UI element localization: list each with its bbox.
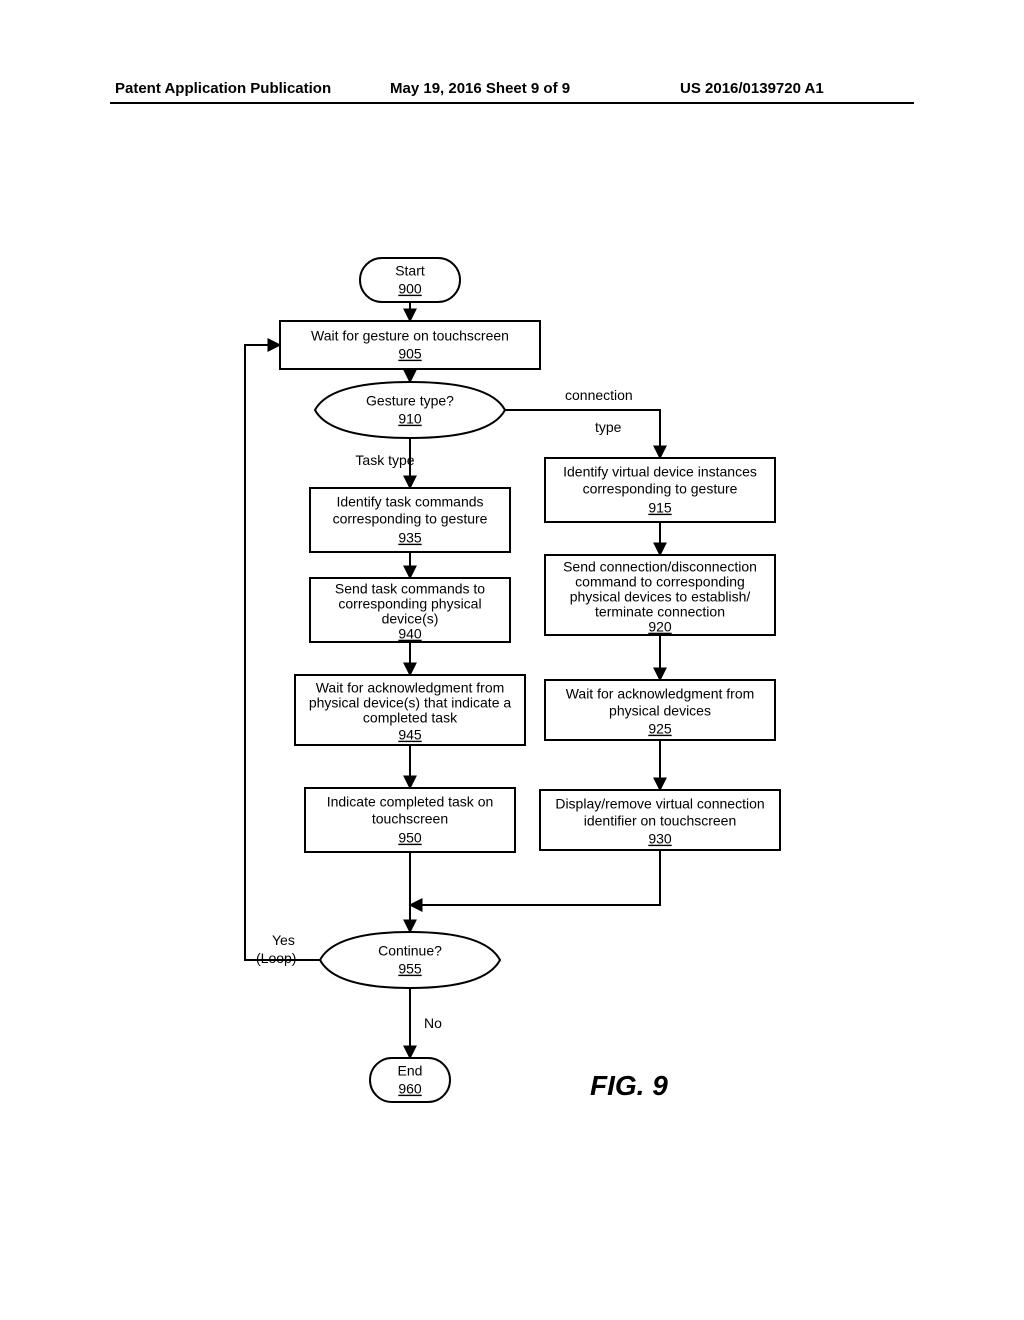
node-915-ref: 915 bbox=[648, 500, 672, 516]
node-940-ref: 940 bbox=[398, 626, 422, 642]
node-910-ref: 910 bbox=[398, 411, 422, 427]
node-925-l1: Wait for acknowledgment from bbox=[566, 686, 755, 702]
node-910-l1: Gesture type? bbox=[366, 393, 454, 409]
node-920-ref: 920 bbox=[648, 619, 672, 635]
edge-label-task-type: Task type bbox=[355, 452, 414, 468]
node-945-l1: Wait for acknowledgment from bbox=[316, 680, 505, 696]
node-915-l1: Identify virtual device instances bbox=[563, 464, 757, 480]
node-930-ref: 930 bbox=[648, 831, 672, 847]
node-940-l3: device(s) bbox=[382, 611, 439, 627]
patent-page: Patent Application Publication May 19, 2… bbox=[0, 0, 1024, 1320]
node-955-l1: Continue? bbox=[378, 943, 442, 959]
node-955-ref: 955 bbox=[398, 961, 422, 977]
node-930-l1: Display/remove virtual connection bbox=[555, 796, 764, 812]
edge-930-to-continue bbox=[410, 850, 660, 905]
node-925-ref: 925 bbox=[648, 721, 672, 737]
node-915-l2: corresponding to gesture bbox=[583, 481, 738, 497]
node-945-l3: completed task bbox=[363, 710, 458, 726]
header-left: Patent Application Publication bbox=[115, 80, 331, 97]
node-950-l1: Indicate completed task on bbox=[327, 794, 494, 810]
node-end-label: End bbox=[398, 1063, 423, 1079]
node-start-ref: 900 bbox=[398, 281, 422, 297]
header-rule bbox=[110, 102, 914, 104]
node-940-l2: corresponding physical bbox=[338, 596, 481, 612]
node-920-l1: Send connection/disconnection bbox=[563, 559, 757, 575]
edge-label-no: No bbox=[424, 1015, 442, 1031]
node-920-l3: physical devices to establish/ bbox=[570, 589, 751, 605]
header-center: May 19, 2016 Sheet 9 of 9 bbox=[390, 80, 570, 97]
header-right: US 2016/0139720 A1 bbox=[680, 80, 824, 97]
node-end-ref: 960 bbox=[398, 1081, 422, 1097]
node-935-l2: corresponding to gesture bbox=[333, 511, 488, 527]
node-930-l2: identifier on touchscreen bbox=[584, 813, 737, 829]
node-905-ref: 905 bbox=[398, 346, 422, 362]
node-920-l2: command to corresponding bbox=[575, 574, 745, 590]
edge-type-to-conn bbox=[505, 410, 660, 458]
node-935-ref: 935 bbox=[398, 530, 422, 546]
node-950-ref: 950 bbox=[398, 830, 422, 846]
node-945-l2: physical device(s) that indicate a bbox=[309, 695, 512, 711]
node-940-l1: Send task commands to bbox=[335, 581, 485, 597]
edge-label-conn-1: connection bbox=[565, 387, 633, 403]
node-950-l2: touchscreen bbox=[372, 811, 448, 827]
node-920-l4: terminate connection bbox=[595, 604, 725, 620]
figure-label: FIG. 9 bbox=[590, 1070, 668, 1102]
node-905-l1: Wait for gesture on touchscreen bbox=[311, 328, 509, 344]
node-start-label: Start bbox=[395, 263, 425, 279]
node-935-l1: Identify task commands bbox=[336, 494, 483, 510]
edge-label-yes: Yes bbox=[272, 932, 295, 948]
node-945-ref: 945 bbox=[398, 727, 422, 743]
edge-label-conn-2: type bbox=[595, 419, 622, 435]
node-925-l2: physical devices bbox=[609, 703, 711, 719]
edge-continue-yes-loop bbox=[245, 345, 320, 960]
flowchart-figure: Task type connection type No Yes (Loop) … bbox=[0, 160, 1024, 1320]
edge-label-loop: (Loop) bbox=[256, 950, 296, 966]
